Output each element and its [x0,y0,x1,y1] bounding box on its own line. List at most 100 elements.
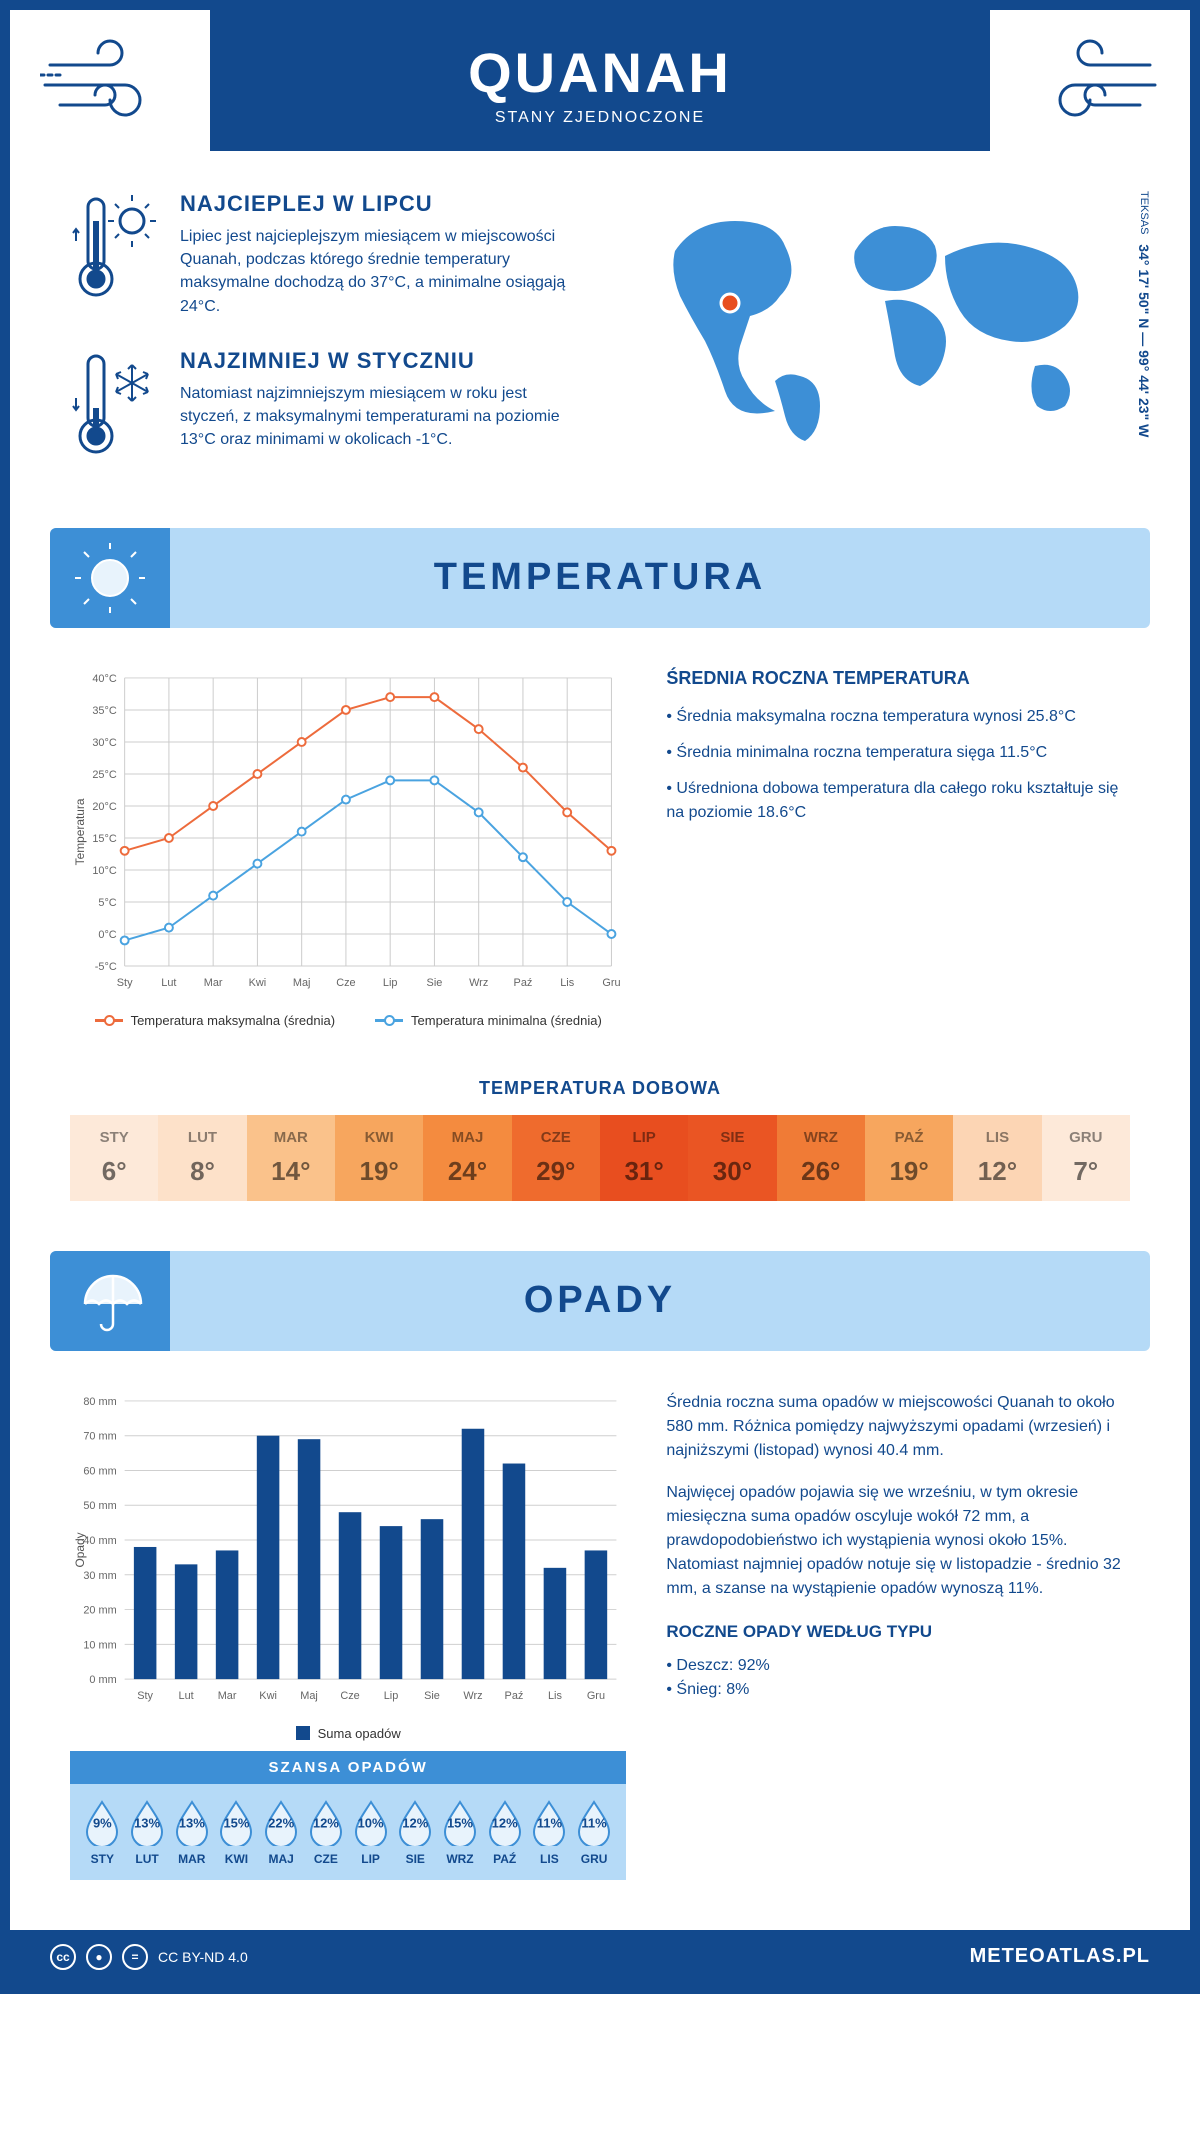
svg-text:40°C: 40°C [92,673,116,685]
rain-chance-cell: 15% KWI [214,1798,259,1866]
thermometer-sun-icon [70,191,160,301]
warmest-title: NAJCIEPLEJ W LIPCU [180,191,580,217]
daily-temp-cell: CZE29° [512,1115,600,1201]
legend-max: Temperatura maksymalna (średnia) [95,1013,335,1028]
svg-text:15°C: 15°C [92,833,116,845]
svg-text:70 mm: 70 mm [83,1430,116,1442]
rain-chance-cell: 11% GRU [572,1798,617,1866]
daily-temp-cell: KWI19° [335,1115,423,1201]
svg-text:Kwi: Kwi [259,1690,277,1702]
latitude: 34° 17' 50" N [1136,244,1152,328]
region-label: TEKSAS [1138,191,1150,234]
svg-text:5°C: 5°C [98,897,116,909]
nd-icon: = [122,1944,148,1970]
legend-min: Temperatura minimalna (średnia) [375,1013,602,1028]
svg-text:Gru: Gru [602,977,620,989]
precipitation-block: 0 mm10 mm20 mm30 mm40 mm50 mm60 mm70 mm8… [10,1351,1190,1900]
daily-temp-table: STY6°LUT8°MAR14°KWI19°MAJ24°CZE29°LIP31°… [70,1115,1130,1201]
svg-text:Lut: Lut [179,1690,194,1702]
svg-text:Maj: Maj [300,1690,318,1702]
svg-text:10°C: 10°C [92,865,116,877]
temp-bullet: Średnia minimalna roczna temperatura się… [666,741,1130,765]
thermometer-snow-icon [70,348,160,458]
svg-text:Mar: Mar [204,977,223,989]
footer: cc ● = CC BY-ND 4.0 METEOATLAS.PL [10,1930,1190,1984]
svg-text:Paź: Paź [514,977,533,989]
rain-chance-cell: 12% CZE [304,1798,349,1866]
svg-text:50 mm: 50 mm [83,1500,116,1512]
daily-temp-cell: MAJ24° [423,1115,511,1201]
warmest-text: Lipiec jest najcieplejszym miesiącem w m… [180,225,580,318]
svg-text:Sie: Sie [424,1690,440,1702]
svg-text:Lis: Lis [560,977,574,989]
daily-temp-cell: LIS12° [953,1115,1041,1201]
svg-text:Lis: Lis [548,1690,562,1702]
svg-text:30°C: 30°C [92,737,116,749]
rain-chance-panel: SZANSA OPADÓW 9% STY 13% LUT 13% MAR 15%… [70,1751,626,1880]
rain-chance-cell: 22% MAJ [259,1798,304,1866]
cc-icon: cc [50,1944,76,1970]
svg-text:Temperatura: Temperatura [73,798,87,865]
section-band-precipitation: OPADY [50,1251,1150,1351]
rain-chance-cell: 11% LIS [527,1798,572,1866]
svg-text:30 mm: 30 mm [83,1569,116,1581]
daily-temp-cell: MAR14° [247,1115,335,1201]
svg-text:Sie: Sie [427,977,443,989]
temperature-summary: ŚREDNIA ROCZNA TEMPERATURA Średnia maksy… [666,668,1130,1028]
wind-decoration-icon [40,30,180,130]
precipitation-summary: Średnia roczna suma opadów w miejscowośc… [666,1391,1130,1880]
avg-temp-heading: ŚREDNIA ROCZNA TEMPERATURA [666,668,1130,689]
svg-text:Cze: Cze [336,977,355,989]
umbrella-icon [50,1251,170,1351]
svg-text:Opady: Opady [73,1532,87,1567]
temp-bullet: Uśredniona dobowa temperatura dla całego… [666,777,1130,825]
svg-text:25°C: 25°C [92,769,116,781]
rain-chance-cell: 13% MAR [169,1798,214,1866]
rain-chance-cell: 12% SIE [393,1798,438,1866]
coldest-title: NAJZIMNIEJ W STYCZNIU [180,348,580,374]
temp-bullet: Średnia maksymalna roczna temperatura wy… [666,705,1130,729]
svg-text:80 mm: 80 mm [83,1396,116,1408]
svg-text:Sty: Sty [117,977,133,989]
svg-text:Gru: Gru [587,1690,605,1702]
precipitation-bar-chart: 0 mm10 mm20 mm30 mm40 mm50 mm60 mm70 mm8… [70,1391,626,1880]
svg-text:Kwi: Kwi [249,977,267,989]
svg-text:Paź: Paź [505,1690,524,1702]
temperature-heading: TEMPERATURA [434,556,767,599]
svg-text:Wrz: Wrz [469,977,488,989]
rain-chance-cell: 15% WRZ [438,1798,483,1866]
temperature-block: -5°C0°C5°C10°C15°C20°C25°C30°C35°C40°CSt… [10,628,1190,1058]
longitude: 99° 44' 23" W [1136,350,1152,437]
site-name: METEOATLAS.PL [970,1945,1150,1968]
daily-temp-cell: GRU7° [1042,1115,1130,1201]
svg-text:20°C: 20°C [92,801,116,813]
sun-icon [50,528,170,628]
temperature-line-chart: -5°C0°C5°C10°C15°C20°C25°C30°C35°C40°CSt… [70,668,626,1028]
city-title: QUANAH [210,40,990,105]
wind-decoration-icon [1020,30,1160,130]
rain-chance-cell: 9% STY [80,1798,125,1866]
rain-chance-cell: 12% PAŹ [482,1798,527,1866]
svg-text:Wrz: Wrz [463,1690,482,1702]
svg-text:0 mm: 0 mm [89,1674,116,1686]
coordinates: TEKSAS 34° 17' 50" N — 99° 44' 23" W [1136,191,1152,437]
svg-text:60 mm: 60 mm [83,1465,116,1477]
opady-snow-pct: • Śnieg: 8% [666,1678,1130,1702]
rain-chance-title: SZANSA OPADÓW [70,1751,626,1784]
svg-text:Sty: Sty [137,1690,153,1702]
header: QUANAH STANY ZJEDNOCZONE [210,10,990,151]
daily-temp-cell: LUT8° [158,1115,246,1201]
svg-text:0°C: 0°C [98,929,116,941]
license-text: CC BY-ND 4.0 [158,1949,248,1965]
coldest-fact: NAJZIMNIEJ W STYCZNIU Natomiast najzimni… [70,348,580,458]
coldest-text: Natomiast najzimniejszym miesiącem w rok… [180,382,580,452]
daily-temp-cell: STY6° [70,1115,158,1201]
opady-type-heading: ROCZNE OPADY WEDŁUG TYPU [666,1619,1130,1645]
svg-text:Lip: Lip [383,977,398,989]
intro-section: NAJCIEPLEJ W LIPCU Lipiec jest najcieple… [10,191,1190,528]
by-icon: ● [86,1944,112,1970]
daily-temp-cell: LIP31° [600,1115,688,1201]
opady-p2: Najwięcej opadów pojawia się we wrześniu… [666,1481,1130,1601]
svg-text:40 mm: 40 mm [83,1535,116,1547]
daily-temp-title: TEMPERATURA DOBOWA [10,1078,1190,1099]
